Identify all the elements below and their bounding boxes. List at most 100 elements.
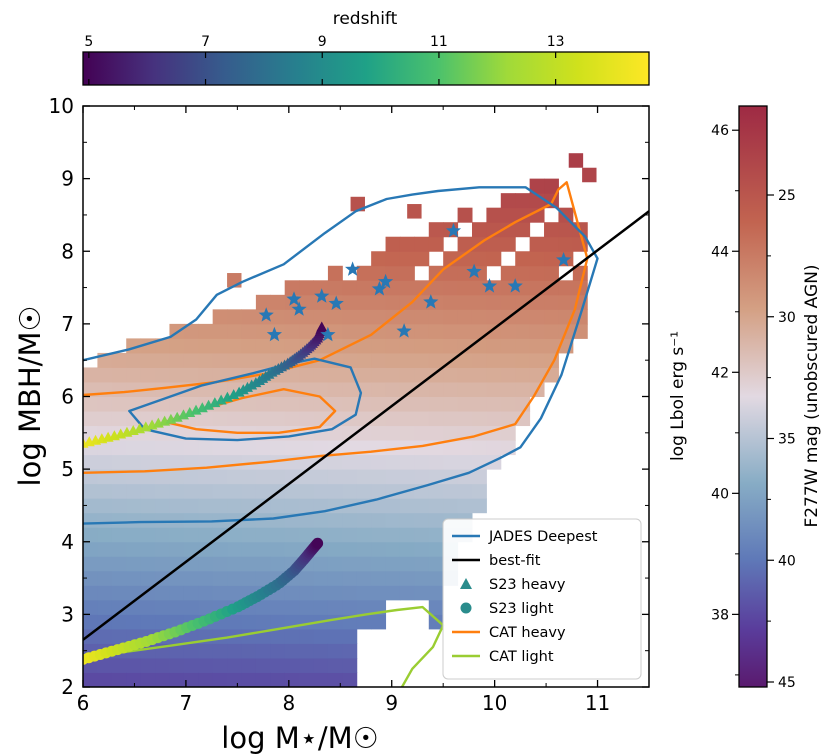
heatmap-cell <box>544 309 559 325</box>
heatmap-cell <box>443 381 459 397</box>
heatmap-cell <box>299 367 315 383</box>
redshift-tick-label: 9 <box>318 34 327 50</box>
heatmap-cell <box>342 280 358 296</box>
heatmap-cell <box>299 628 315 644</box>
legend-label: S23 heavy <box>489 577 566 593</box>
heatmap-cell <box>443 367 459 383</box>
heatmap-cell <box>97 367 113 383</box>
legend-box <box>442 518 642 680</box>
heatmap-cell <box>544 323 559 339</box>
heatmap-cell <box>471 396 487 412</box>
heatmap-cell <box>313 570 329 586</box>
heatmap-cell <box>515 309 531 325</box>
redshift-colorbar-label: redshift <box>333 9 398 29</box>
heatmap-cell <box>342 599 358 615</box>
y-tick-label: 5 <box>61 457 74 481</box>
heatmap-cell <box>327 614 343 630</box>
heatmap-cell <box>212 323 228 339</box>
heatmap-cell <box>471 498 487 514</box>
heatmap-cell <box>140 469 156 485</box>
heatmap-cell <box>414 454 430 470</box>
x-tick-label: 8 <box>282 691 295 715</box>
heatmap-cell <box>241 323 257 339</box>
heatmap-cell <box>140 454 156 470</box>
heatmap-cell <box>241 498 257 514</box>
heatmap-cell <box>212 483 228 499</box>
legend-label: JADES Deepest <box>488 529 598 545</box>
heatmap-cell <box>255 672 271 687</box>
heatmap-cell <box>284 425 300 441</box>
heatmap-cell <box>198 512 214 528</box>
heatmap-cell <box>83 483 98 499</box>
heatmap-cell <box>356 411 372 427</box>
heatmap-cell <box>140 541 156 557</box>
heatmap-cell <box>140 527 156 543</box>
heatmap-cell <box>558 222 574 238</box>
heatmap-cell <box>414 352 430 368</box>
heatmap-cell <box>155 556 170 572</box>
heatmap-cell <box>356 585 372 601</box>
heatmap-cell <box>342 396 358 412</box>
observed-agn-star <box>291 301 307 316</box>
heatmap-cell <box>241 527 257 543</box>
heatmap-cell <box>155 381 170 397</box>
heatmap-cell <box>486 381 502 397</box>
heatmap-cell <box>356 541 372 557</box>
heatmap-cell <box>327 396 343 412</box>
heatmap-cell <box>385 454 401 470</box>
heatmap-cell <box>385 498 401 514</box>
heatmap-cell <box>399 352 415 368</box>
heatmap-cell <box>428 265 444 281</box>
heatmap-cell <box>371 309 387 325</box>
observed-agn-star <box>328 295 344 310</box>
x-axis-label: log M⋆/M☉ <box>221 721 378 755</box>
heatmap-cell <box>500 222 516 238</box>
heatmap-cell <box>327 381 343 397</box>
heatmap-cell <box>356 367 372 383</box>
heatmap-cell <box>443 265 459 281</box>
heatmap-cell <box>83 425 98 441</box>
heatmap-cell <box>443 440 459 456</box>
heatmap-cell <box>83 614 98 630</box>
heatmap-cell <box>270 294 286 310</box>
heatmap-cell <box>155 338 170 354</box>
heatmap-cell <box>227 614 242 630</box>
heatmap-cell <box>97 599 113 615</box>
heatmap-cell <box>313 556 329 572</box>
heatmap-cell <box>183 367 199 383</box>
heatmap-cell <box>212 643 228 659</box>
heatmap-cell <box>428 483 444 499</box>
heatmap-cell <box>371 352 387 368</box>
heatmap-cell <box>212 657 228 673</box>
legend-label: S23 light <box>489 601 554 617</box>
s23-heavy-point <box>203 399 215 410</box>
heatmap-cell <box>500 367 516 383</box>
heatmap-cell <box>299 512 315 528</box>
heatmap-cell <box>371 411 387 427</box>
heatmap-cell <box>111 411 127 427</box>
heatmap-cell <box>371 541 387 557</box>
heatmap-cell <box>529 251 545 267</box>
heatmap-cell <box>313 381 329 397</box>
heatmap-cell <box>169 556 185 572</box>
heatmap-cell <box>371 294 387 310</box>
y-tick-label: 3 <box>61 602 74 626</box>
heatmap-cell <box>342 643 358 659</box>
heatmap-cell <box>385 570 401 586</box>
heatmap-cell <box>212 585 228 601</box>
heatmap-cell <box>399 512 415 528</box>
heatmap-cell <box>198 469 214 485</box>
heatmap-cell <box>428 527 444 543</box>
heatmap-cell <box>270 541 286 557</box>
heatmap-cell <box>97 483 113 499</box>
heatmap-cell <box>342 469 358 485</box>
heatmap-cell <box>97 672 113 687</box>
heatmap-cell <box>428 367 444 383</box>
heatmap-cell <box>111 672 127 687</box>
heatmap-cell <box>212 440 228 456</box>
heatmap-cell <box>399 425 415 441</box>
heatmap-cell <box>270 527 286 543</box>
observed-agn-star <box>466 263 482 279</box>
heatmap-cell <box>284 483 300 499</box>
